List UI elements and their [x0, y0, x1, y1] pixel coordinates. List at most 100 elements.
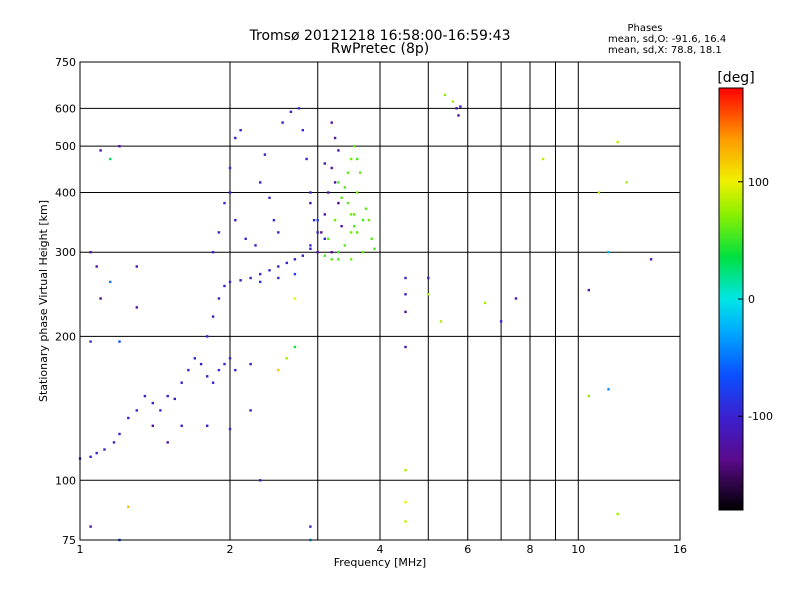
- y-tick-label: 200: [55, 330, 76, 343]
- data-point: [95, 451, 98, 455]
- data-point: [404, 293, 407, 296]
- data-point: [95, 265, 98, 268]
- data-point: [367, 219, 371, 222]
- data-point: [180, 381, 183, 384]
- data-point: [143, 394, 147, 398]
- data-point: [346, 201, 350, 205]
- data-point: [337, 251, 340, 254]
- info-heading: Phases: [627, 23, 662, 34]
- data-point: [293, 345, 297, 349]
- data-point: [587, 394, 590, 398]
- data-point: [353, 213, 356, 216]
- data-point: [323, 213, 326, 216]
- series-2: [323, 145, 376, 261]
- x-tick-label: 4: [377, 543, 384, 556]
- data-point: [206, 424, 209, 427]
- x-tick-label: 16: [673, 543, 687, 556]
- colorbar: [deg] 100 0 -100: [717, 70, 773, 511]
- data-point: [333, 181, 337, 184]
- data-point: [337, 181, 340, 184]
- data-point: [316, 231, 319, 234]
- data-point: [349, 258, 353, 261]
- data-point: [135, 265, 138, 268]
- data-point: [89, 251, 92, 254]
- data-point: [254, 244, 257, 247]
- data-point: [404, 276, 407, 280]
- data-point: [356, 231, 359, 234]
- data-points: [78, 93, 653, 542]
- x-tick-label: 10: [571, 543, 585, 556]
- data-point: [309, 201, 312, 205]
- data-point: [337, 149, 340, 152]
- data-point: [323, 254, 326, 257]
- data-point: [228, 357, 232, 360]
- series-1: [118, 121, 343, 444]
- colorbar-tick-label: 100: [748, 176, 769, 189]
- y-tick-label: 500: [55, 140, 76, 153]
- data-point: [289, 110, 293, 113]
- data-point: [607, 251, 610, 254]
- data-point: [99, 297, 102, 300]
- data-point: [483, 301, 487, 305]
- y-axis-label: Stationary phase Virtual Height [km]: [37, 200, 50, 402]
- data-point: [404, 345, 407, 349]
- data-point: [305, 157, 308, 161]
- data-point: [223, 284, 226, 288]
- info-line-o: mean, sd,O: -91.6, 16.4: [608, 34, 726, 45]
- data-point: [309, 525, 312, 528]
- data-point: [356, 157, 359, 161]
- data-point: [135, 306, 138, 309]
- data-point: [323, 162, 326, 165]
- data-point: [89, 455, 92, 458]
- colorbar-tick-label: 0: [748, 293, 755, 306]
- data-point: [228, 280, 232, 284]
- data-point: [597, 191, 601, 194]
- data-point: [349, 157, 353, 161]
- data-point: [301, 129, 304, 132]
- series-0: [78, 107, 326, 460]
- data-point: [193, 357, 196, 360]
- data-point: [277, 368, 280, 372]
- data-point: [281, 121, 284, 124]
- data-point: [118, 340, 121, 343]
- data-point: [359, 171, 362, 174]
- data-point: [234, 136, 237, 140]
- data-point: [109, 280, 112, 284]
- data-point: [330, 121, 333, 124]
- data-point: [337, 258, 340, 261]
- data-point: [206, 375, 209, 378]
- data-point: [343, 244, 346, 247]
- data-point: [211, 381, 215, 384]
- data-point: [439, 320, 443, 323]
- y-tick-label: 750: [55, 56, 76, 69]
- data-point: [239, 279, 242, 282]
- colorbar-label: [deg]: [717, 70, 754, 86]
- colorbar-ticks: 100 0 -100: [738, 176, 773, 423]
- data-point: [541, 157, 545, 161]
- data-point: [277, 231, 280, 234]
- data-point: [249, 409, 252, 412]
- data-point: [239, 129, 242, 132]
- data-point: [109, 157, 112, 161]
- data-point: [103, 448, 106, 451]
- data-point: [316, 251, 319, 254]
- data-point: [217, 231, 221, 234]
- data-point: [337, 201, 340, 205]
- data-point: [223, 362, 226, 366]
- x-tick-label: 2: [227, 543, 234, 556]
- data-point: [268, 196, 271, 199]
- data-point: [333, 136, 337, 140]
- data-point: [353, 145, 356, 148]
- data-point: [404, 310, 407, 314]
- data-point: [309, 191, 312, 194]
- data-point: [316, 219, 319, 222]
- data-point: [249, 276, 252, 280]
- data-point: [587, 288, 590, 292]
- x-axis-label: Frequency [MHz]: [334, 556, 426, 569]
- data-point: [349, 231, 353, 234]
- chart-title: Tromsø 20121218 16:58:00-16:59:43: [249, 28, 511, 44]
- data-point: [361, 219, 365, 222]
- data-point: [268, 269, 271, 272]
- data-point: [333, 219, 337, 222]
